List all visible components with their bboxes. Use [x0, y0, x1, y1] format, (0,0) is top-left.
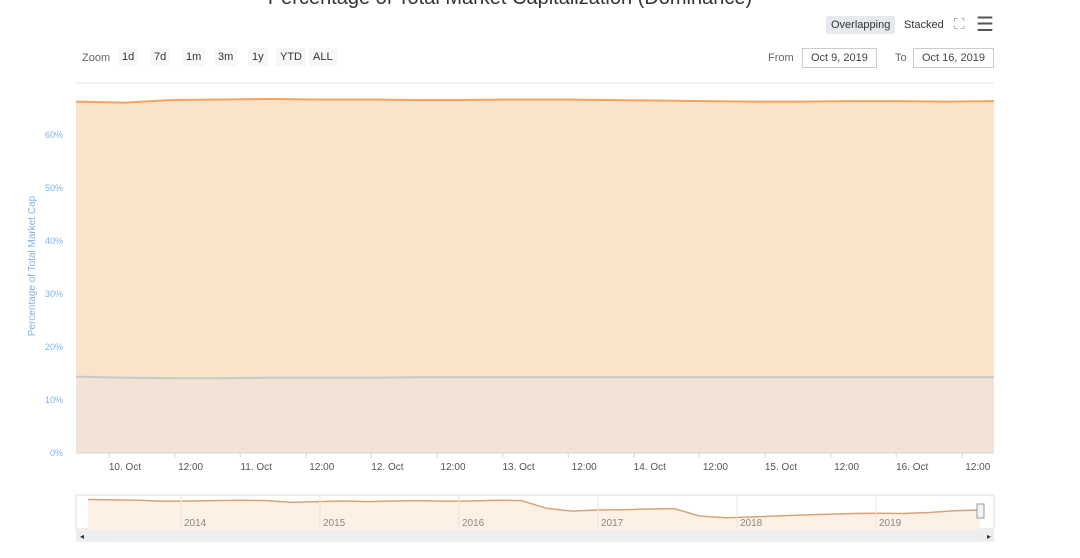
x-tick-label: 12:00 — [178, 462, 203, 473]
x-tick-label: 12:00 — [703, 462, 728, 473]
series-area-1 — [76, 376, 994, 453]
zoom-label: Zoom — [82, 52, 111, 64]
from-label: From — [768, 52, 794, 64]
overlapping-button[interactable]: Overlapping — [826, 16, 896, 34]
series-area-0 — [76, 98, 994, 454]
x-tick-label: 10. Oct — [109, 462, 141, 473]
series-line-1 — [75, 375, 994, 380]
zoom-button-1m[interactable]: 1m — [182, 48, 206, 66]
x-tick-label: 16. Oct — [896, 462, 928, 473]
x-tick-label: 12. Oct — [371, 462, 403, 473]
navigator-year-label: 2017 — [601, 518, 624, 529]
chart-title: Percentage of Total Market Capitalizatio… — [0, 0, 1020, 10]
navigator-year-label: 2016 — [462, 518, 485, 529]
y-axis-label: Percentage of Total Market Cap — [27, 195, 38, 336]
series-line-0 — [75, 97, 995, 104]
y-tick-label: 30% — [45, 289, 63, 299]
scrollbar[interactable] — [76, 530, 994, 542]
zoom-button-1y[interactable]: 1y — [248, 48, 268, 66]
to-date-input[interactable]: Oct 16, 2019 — [913, 48, 994, 68]
scroll-right-arrow: ▸ — [987, 532, 991, 541]
stacked-button[interactable]: Stacked — [904, 19, 944, 31]
zoom-button-7d[interactable]: 7d — [150, 48, 171, 66]
y-tick-label: 40% — [45, 236, 63, 246]
y-tick-label: 20% — [45, 342, 63, 352]
x-tick-label: 13. Oct — [502, 462, 534, 473]
navigator-year-label: 2018 — [740, 518, 763, 529]
y-tick-label: 0% — [50, 448, 63, 458]
navigator-year-label: 2019 — [879, 518, 902, 529]
navigator-area — [88, 499, 980, 530]
x-tick-label: 11. Oct — [240, 462, 272, 473]
menu-icon[interactable]: ☰ — [976, 14, 994, 36]
x-tick-label: 15. Oct — [765, 462, 797, 473]
from-date-input[interactable]: Oct 9, 2019 — [802, 48, 877, 68]
x-tick-label: 12:00 — [965, 462, 990, 473]
x-tick-label: 12:00 — [572, 462, 597, 473]
zoom-button-3m[interactable]: 3m — [214, 48, 238, 66]
x-tick-label: 12:00 — [440, 462, 465, 473]
y-tick-label: 50% — [45, 183, 63, 193]
navigator-line — [87, 498, 981, 519]
fullscreen-icon[interactable]: ⛶ — [954, 16, 965, 33]
zoom-button-ytd[interactable]: YTD — [276, 48, 306, 66]
y-tick-label: 60% — [45, 130, 63, 140]
zoom-button-all[interactable]: ALL — [309, 48, 337, 66]
navigator-handle[interactable] — [976, 503, 985, 519]
scroll-left-arrow: ◂ — [80, 532, 84, 541]
x-tick-label: 14. Oct — [634, 462, 666, 473]
to-label: To — [895, 52, 907, 64]
zoom-button-1d[interactable]: 1d — [118, 48, 139, 66]
x-tick-label: 12:00 — [309, 462, 334, 473]
navigator-year-label: 2015 — [323, 518, 346, 529]
y-tick-label: 10% — [45, 395, 63, 405]
navigator-year-label: 2014 — [184, 518, 207, 529]
x-tick-label: 12:00 — [834, 462, 859, 473]
